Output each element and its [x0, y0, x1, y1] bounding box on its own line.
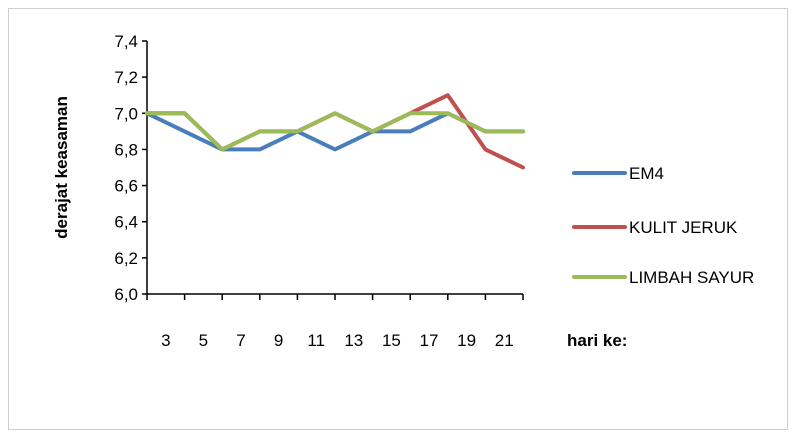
y-tick-label: 6,2 — [114, 249, 138, 268]
legend-label-kulit-jeruk: KULIT JERUK — [629, 218, 738, 237]
legend: EM4 KULIT JERUK LIMBAH SAYUR — [572, 164, 754, 287]
series-line-limbah-sayur — [145, 111, 525, 152]
y-tick-label: 7,2 — [114, 68, 138, 87]
x-tick-label: 17 — [420, 331, 439, 350]
line-chart: 6,0 6,2 6,4 6,6 6,8 7,0 7,2 7,4 3 5 7 9 11 13 15 17 19 21… — [52, 32, 754, 350]
x-tick-label: 11 — [307, 331, 325, 350]
x-tick-label: 13 — [344, 331, 363, 350]
y-axis-title: derajat keasaman — [52, 96, 71, 239]
y-tick-label: 6,0 — [114, 285, 138, 304]
y-tick-label: 6,4 — [114, 213, 138, 232]
x-tick-label: 21 — [495, 331, 514, 350]
x-tick-label: 15 — [382, 331, 401, 350]
series-lines — [145, 93, 525, 170]
x-axis-title: hari ke: — [567, 331, 627, 350]
x-tick-label: 9 — [274, 331, 283, 350]
x-tick-label: 7 — [236, 331, 245, 350]
x-tick-label: 3 — [161, 331, 170, 350]
axes: 6,0 6,2 6,4 6,6 6,8 7,0 7,2 7,4 3 5 7 9 11 13 15 17 19 21 — [114, 32, 524, 350]
x-tick-label: 19 — [457, 331, 476, 350]
y-tick-label: 6,8 — [114, 140, 138, 159]
y-tick-label: 6,6 — [114, 177, 138, 196]
x-tick-label: 5 — [199, 331, 208, 350]
y-tick-label: 7,0 — [114, 104, 138, 123]
legend-label-em4: EM4 — [629, 164, 664, 183]
chart-frame: 6,0 6,2 6,4 6,6 6,8 7,0 7,2 7,4 3 5 7 9 11 13 15 17 19 21… — [8, 8, 788, 430]
legend-label-limbah-sayur: LIMBAH SAYUR — [629, 268, 754, 287]
y-tick-label: 7,4 — [114, 32, 138, 51]
